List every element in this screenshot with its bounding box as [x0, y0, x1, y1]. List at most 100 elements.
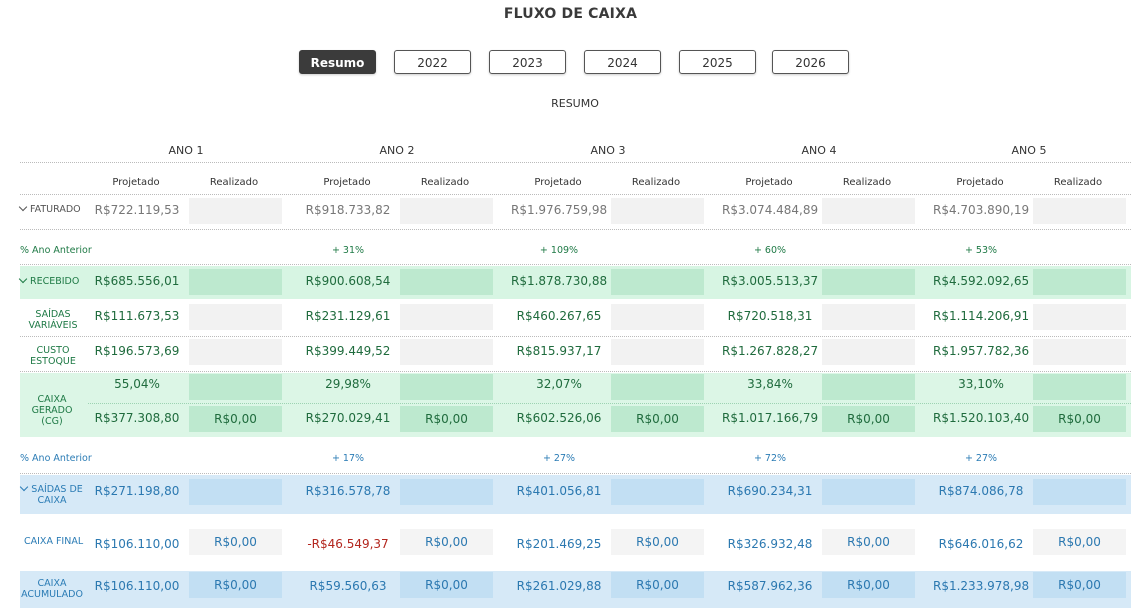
- percent-cell: 55,04%: [114, 377, 160, 391]
- percent-cell: 33,84%: [747, 377, 793, 391]
- value-cell: R$722.119,53: [94, 203, 180, 217]
- value-cell: R$3.005.513,37: [722, 274, 819, 288]
- value-cell: R$377.308,80: [94, 411, 180, 425]
- row-toggle-faturado[interactable]: FATURADO: [18, 202, 100, 215]
- realizado-input[interactable]: [611, 269, 704, 295]
- realizado-input[interactable]: [1033, 374, 1126, 400]
- realizado-value: R$0,00: [1058, 535, 1101, 549]
- col-header-projetado: Projetado: [956, 177, 1004, 188]
- realizado-cell: R$0,00: [1033, 572, 1126, 598]
- value-cell: R$261.029,88: [516, 579, 602, 593]
- row-label: FATURADO: [30, 204, 81, 215]
- realizado-input[interactable]: [1033, 198, 1126, 224]
- realizado-value: R$0,00: [425, 412, 468, 426]
- realizado-input[interactable]: [1033, 339, 1126, 365]
- divider: [88, 403, 1131, 404]
- year-header: ANO 2: [379, 144, 415, 157]
- realizado-cell: R$0,00: [1033, 529, 1126, 555]
- value-cell: R$1.520.103,40: [933, 411, 1030, 425]
- col-header-realizado: Realizado: [631, 177, 681, 188]
- pct-value: + 72%: [753, 453, 787, 464]
- value-cell: R$602.526,06: [516, 411, 602, 425]
- chevron-down-icon: [19, 482, 29, 492]
- section-subtitle: RESUMO: [551, 97, 599, 110]
- realizado-input[interactable]: [189, 198, 282, 224]
- realizado-input[interactable]: [611, 374, 704, 400]
- realizado-cell: R$0,00: [822, 572, 915, 598]
- realizado-value: R$0,00: [1058, 412, 1101, 426]
- percent-cell: 32,07%: [536, 377, 582, 391]
- realizado-input[interactable]: [611, 198, 704, 224]
- row-label-caixa-gerado: CAIXA GERADO (CG): [31, 394, 73, 427]
- percent-cell: 33,10%: [958, 377, 1004, 391]
- realizado-input[interactable]: [822, 198, 915, 224]
- tab-2023[interactable]: 2023: [489, 50, 566, 74]
- realizado-input[interactable]: [822, 269, 915, 295]
- realizado-input[interactable]: [822, 479, 915, 505]
- year-header: ANO 3: [590, 144, 626, 157]
- realizado-cell: R$0,00: [822, 529, 915, 555]
- tab-2022[interactable]: 2022: [394, 50, 471, 74]
- value-cell: R$1.976.759,98: [511, 203, 608, 217]
- row-label-caixa-final: CAIXA FINAL: [24, 536, 84, 547]
- realizado-input[interactable]: [822, 339, 915, 365]
- realizado-input[interactable]: [400, 304, 493, 330]
- value-cell: R$1.114.206,91: [933, 309, 1030, 323]
- realizado-cell: R$0,00: [611, 529, 704, 555]
- realizado-input[interactable]: [400, 269, 493, 295]
- realizado-input[interactable]: [400, 479, 493, 505]
- value-cell: R$3.074.484,89: [722, 203, 819, 217]
- realizado-input[interactable]: [400, 374, 493, 400]
- pct-value: + 53%: [964, 245, 998, 256]
- realizado-input[interactable]: [611, 339, 704, 365]
- realizado-input[interactable]: [400, 198, 493, 224]
- realizado-input[interactable]: [189, 304, 282, 330]
- tab-2026[interactable]: 2026: [772, 50, 849, 74]
- realizado-value: R$0,00: [847, 578, 890, 592]
- tab-2024[interactable]: 2024: [584, 50, 661, 74]
- value-cell: R$401.056,81: [516, 484, 602, 498]
- value-cell: R$196.573,69: [94, 344, 180, 358]
- realizado-input[interactable]: [189, 269, 282, 295]
- pct-value: + 60%: [753, 245, 787, 256]
- realizado-value: R$0,00: [1058, 578, 1101, 592]
- tab-2025[interactable]: 2025: [679, 50, 756, 74]
- value-cell: R$900.608,54: [305, 274, 391, 288]
- col-header-realizado: Realizado: [842, 177, 892, 188]
- divider: [20, 162, 1131, 163]
- realizado-input[interactable]: [822, 374, 915, 400]
- realizado-input[interactable]: [1033, 304, 1126, 330]
- realizado-input[interactable]: [611, 479, 704, 505]
- row-label-caixa-acumulado: CAIXA ACUMULADO: [21, 578, 83, 600]
- row-label-saidas-variaveis: SAÍDAS VARIÁVEIS: [28, 309, 78, 331]
- percent-cell: 29,98%: [325, 377, 371, 391]
- realizado-value: R$0,00: [636, 412, 679, 426]
- realizado-input[interactable]: [189, 339, 282, 365]
- row-toggle-recebido[interactable]: RECEBIDO: [18, 274, 100, 287]
- value-cell: R$690.234,31: [727, 484, 813, 498]
- pct-value: + 27%: [964, 453, 998, 464]
- realizado-value: R$0,00: [214, 578, 257, 592]
- realizado-input[interactable]: [1033, 479, 1126, 505]
- realizado-input[interactable]: [611, 304, 704, 330]
- realizado-input[interactable]: [400, 339, 493, 365]
- year-tabs: Resumo 2022 2023 2024 2025 2026: [0, 50, 1141, 76]
- realizado-cell: R$0,00: [189, 572, 282, 598]
- value-cell: R$1.957.782,36: [933, 344, 1030, 358]
- row-label-pct-anterior: % Ano Anterior: [20, 453, 92, 464]
- realizado-input[interactable]: [189, 374, 282, 400]
- realizado-input[interactable]: [189, 479, 282, 505]
- year-header: ANO 4: [801, 144, 837, 157]
- realizado-input[interactable]: [822, 304, 915, 330]
- value-cell: R$1.233.978,98: [933, 579, 1030, 593]
- tab-resumo[interactable]: Resumo: [299, 50, 376, 74]
- value-cell: R$720.518,31: [727, 309, 813, 323]
- col-header-realizado: Realizado: [1053, 177, 1103, 188]
- divider: [20, 336, 1131, 337]
- realizado-value: R$0,00: [425, 578, 468, 592]
- row-label: RECEBIDO: [30, 276, 80, 287]
- row-toggle-saidas-caixa[interactable]: SAÍDAS DE CAIXA: [19, 482, 84, 506]
- realizado-input[interactable]: [1033, 269, 1126, 295]
- chevron-down-icon: [18, 202, 28, 212]
- chevron-down-icon: [18, 274, 28, 284]
